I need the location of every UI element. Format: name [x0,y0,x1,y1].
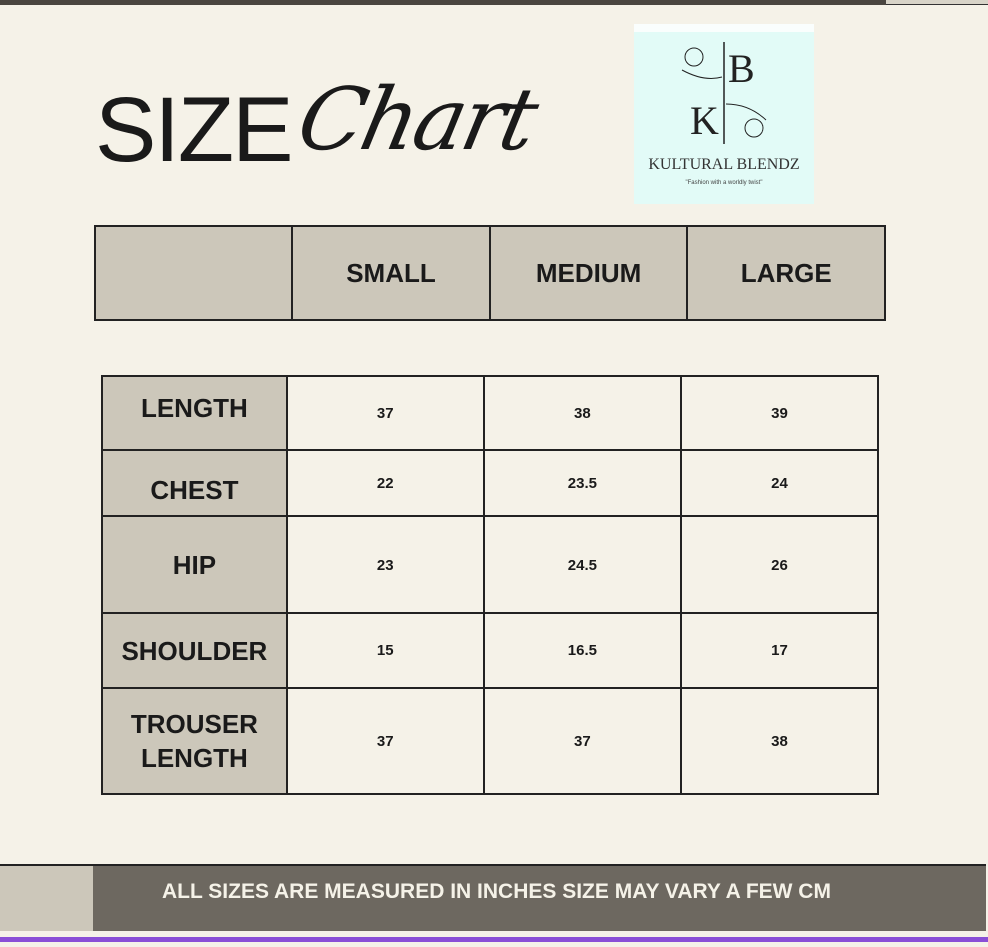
cell: 23.5 [482,449,683,517]
table-row: LENGTH 37 38 39 [101,375,879,451]
cell: 37 [285,687,485,795]
table-row: TROUSER LENGTH 37 37 38 [101,687,879,795]
header-small: SMALL [291,225,491,321]
cell: 24.5 [482,515,683,614]
table-row: HIP 23 24.5 26 [101,515,879,614]
cell: 23 [285,515,485,614]
cell: 17 [680,612,879,689]
cell: 24 [680,449,879,517]
header-medium: MEDIUM [488,225,689,321]
table-row: CHEST 22 23.5 24 [101,449,879,517]
footer-note: ALL SIZES ARE MEASURED IN INCHES SIZE MA… [93,864,986,931]
svg-text:B: B [728,46,755,91]
title-size: SIZE [95,79,293,181]
cell: 15 [285,612,485,689]
row-label: CHEST [101,449,288,517]
cell: 16.5 [482,612,683,689]
top-bar [0,0,886,5]
logo: B K KULTURAL BLENDZ "Fashion with a worl… [634,24,814,204]
header-large: LARGE [686,225,886,321]
row-label: LENGTH [101,375,288,451]
top-bar-end [886,0,988,5]
cell: 26 [680,515,879,614]
cell: 22 [285,449,485,517]
logo-brand: KULTURAL BLENDZ [648,156,800,173]
header-empty-cell [93,225,294,321]
row-label: SHOULDER [101,612,288,689]
cell: 38 [680,687,879,795]
size-table: LENGTH 37 38 39 CHEST 22 23.5 24 HIP 23 24.5 26 S… [101,375,879,795]
size-header-table: SMALL MEDIUM LARGE [93,225,886,321]
cell: 37 [285,375,485,451]
row-label: TROUSER LENGTH [101,687,288,795]
cell: 38 [482,375,683,451]
cell: 39 [680,375,879,451]
cell: 37 [482,687,683,795]
row-label: HIP [101,515,288,614]
logo-monogram-icon: B K [681,42,767,144]
logo-tagline: "Fashion with a worldly twist" [685,180,763,186]
svg-text:K: K [690,98,719,143]
footer-left-block [0,864,93,931]
accent-line [0,937,988,942]
title-chart: Chart [289,70,544,170]
table-row: SHOULDER 15 16.5 17 [101,612,879,689]
